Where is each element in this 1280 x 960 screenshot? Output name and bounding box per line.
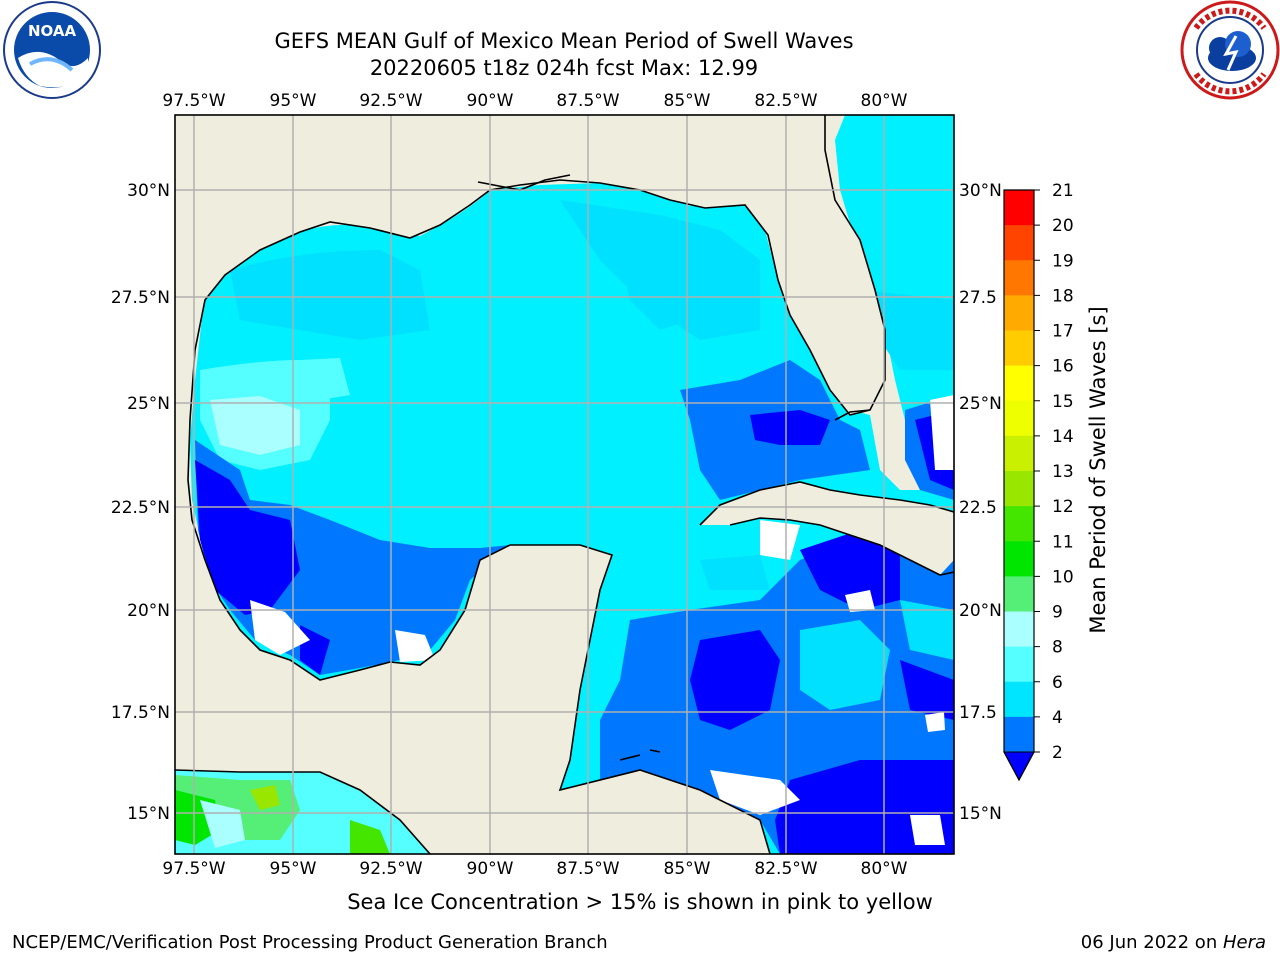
lon-label: 92.5°W — [359, 859, 422, 879]
lon-label: 80°W — [861, 859, 908, 879]
lat-label: 17.5 — [959, 703, 997, 723]
colorbar-tick-label: 12 — [1052, 497, 1074, 517]
lat-labels-right: 30°N 27.5 25°N 22.5 20°N 17.5 15°N — [959, 181, 1002, 824]
colorbar-tick-label: 10 — [1052, 567, 1074, 587]
lon-label: 90°W — [467, 91, 514, 111]
colorbar-tick-label: 18 — [1052, 286, 1074, 306]
colorbar-segment — [1004, 576, 1034, 612]
lat-label: 30°N — [127, 181, 170, 201]
lat-label: 25°N — [127, 394, 170, 414]
colorbar-segment — [1004, 506, 1034, 542]
colorbar-tick-label: 2 — [1052, 743, 1063, 763]
colorbar-tick-label: 14 — [1052, 427, 1074, 447]
lon-label: 97.5°W — [162, 91, 225, 111]
colorbar-segment — [1004, 646, 1034, 683]
colorbar-title: Mean Period of Swell Waves [s] — [1086, 306, 1110, 633]
colorbar-extend-arrow — [1003, 751, 1035, 782]
colorbar-tick-label: 15 — [1052, 392, 1074, 412]
lat-label: 25°N — [959, 394, 1002, 414]
colorbar-tick-label: 21 — [1052, 181, 1074, 201]
lon-label: 87.5°W — [556, 91, 619, 111]
lon-label: 82.5°W — [754, 859, 817, 879]
lon-label: 82.5°W — [754, 91, 817, 111]
footer-host: Hera — [1222, 932, 1266, 953]
colorbar-segment — [1004, 681, 1034, 718]
lon-label: 87.5°W — [556, 859, 619, 879]
colorbar-segment — [1004, 365, 1034, 402]
colorbar-tick-label: 17 — [1052, 322, 1074, 342]
lat-label: 15°N — [127, 804, 170, 824]
lat-label: 20°N — [959, 601, 1002, 621]
colorbar-tick-label: 19 — [1052, 251, 1074, 271]
lat-label: 27.5°N — [111, 288, 170, 308]
colorbar-segment — [1004, 435, 1034, 472]
lon-label: 85°W — [664, 91, 711, 111]
lon-labels-top: 97.5°W 95°W 92.5°W 90°W 87.5°W 85°W 82.5… — [162, 91, 907, 111]
colorbar-segment — [1004, 260, 1034, 296]
colorbar-segment — [1004, 541, 1034, 577]
map-subtitle: 20220605 t18z 024h fcst Max: 12.99 — [369, 56, 759, 80]
sea-ice-note: Sea Ice Concentration > 15% is shown in … — [347, 890, 933, 914]
lon-label: 97.5°W — [162, 859, 225, 879]
cuba-land — [700, 482, 954, 575]
colorbar-tick-label: 4 — [1052, 708, 1063, 728]
graticule — [175, 115, 954, 854]
lon-label: 95°W — [270, 859, 317, 879]
noaa-logo-text: NOAA — [28, 22, 77, 40]
lon-label: 90°W — [467, 859, 514, 879]
lat-label: 22.5 — [959, 498, 997, 518]
colorbar-segment — [1004, 190, 1034, 226]
lat-label: 22.5°N — [111, 498, 170, 518]
colorbar-ticks: 21 20 19 18 17 16 15 14 13 12 11 10 9 8 6 4 2 — [1034, 181, 1074, 763]
colorbar-segment — [1004, 716, 1034, 753]
colorbar-tick-label: 8 — [1052, 638, 1063, 658]
colorbar-tick-label: 13 — [1052, 462, 1074, 482]
lon-label: 80°W — [861, 91, 908, 111]
colorbar-segment — [1004, 400, 1034, 437]
colorbar — [1003, 189, 1035, 782]
lat-label: 17.5°N — [111, 703, 170, 723]
map-title: GEFS MEAN Gulf of Mexico Mean Period of … — [274, 29, 854, 53]
colorbar-segment — [1004, 611, 1034, 648]
colorbar-tick-label: 9 — [1052, 603, 1063, 623]
noaa-logo: NOAA — [3, 1, 101, 99]
nws-logo — [1180, 0, 1280, 100]
lat-label: 27.5 — [959, 288, 997, 308]
north-america-land — [175, 115, 885, 520]
footer-credit: NCEP/EMC/Verification Post Processing Pr… — [12, 932, 608, 953]
colorbar-tick-label: 20 — [1052, 216, 1074, 236]
colorbar-segment — [1004, 471, 1034, 507]
lon-labels-bottom: 97.5°W 95°W 92.5°W 90°W 87.5°W 85°W 82.5… — [162, 859, 907, 879]
mexico-land — [175, 520, 770, 854]
colorbar-tick-label: 11 — [1052, 532, 1074, 552]
map-frame — [174, 114, 955, 855]
lon-label: 95°W — [270, 91, 317, 111]
footer-date: 06 Jun 2022 on Hera — [1080, 932, 1266, 953]
coastline — [175, 115, 954, 854]
colorbar-tick-label: 16 — [1052, 357, 1074, 377]
colorbar-segment — [1004, 295, 1034, 331]
colorbar-frame — [1003, 189, 1035, 782]
map-panel — [175, 115, 954, 854]
colorbar-segment — [1004, 225, 1034, 261]
colorbar-tick-label: 6 — [1052, 673, 1063, 693]
colorbar-segment — [1004, 330, 1034, 367]
lon-label: 85°W — [664, 859, 711, 879]
lat-labels-left: 30°N 27.5°N 25°N 22.5°N 20°N 17.5°N 15°N — [111, 181, 170, 824]
lat-label: 15°N — [959, 804, 1002, 824]
lon-label: 92.5°W — [359, 91, 422, 111]
lat-label: 30°N — [959, 181, 1002, 201]
lat-label: 20°N — [127, 601, 170, 621]
